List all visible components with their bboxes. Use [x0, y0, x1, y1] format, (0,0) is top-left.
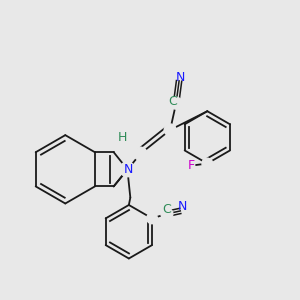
Circle shape: [120, 162, 135, 177]
Circle shape: [147, 213, 158, 224]
Text: N: N: [176, 71, 185, 84]
Circle shape: [161, 208, 173, 220]
Text: N: N: [178, 200, 187, 213]
Circle shape: [134, 147, 147, 160]
Text: F: F: [188, 158, 194, 172]
Text: C: C: [168, 95, 177, 108]
Circle shape: [164, 124, 176, 136]
Text: N: N: [123, 163, 133, 176]
Text: H: H: [118, 131, 127, 144]
Circle shape: [170, 97, 182, 109]
Circle shape: [202, 158, 213, 169]
Text: C: C: [163, 202, 171, 216]
